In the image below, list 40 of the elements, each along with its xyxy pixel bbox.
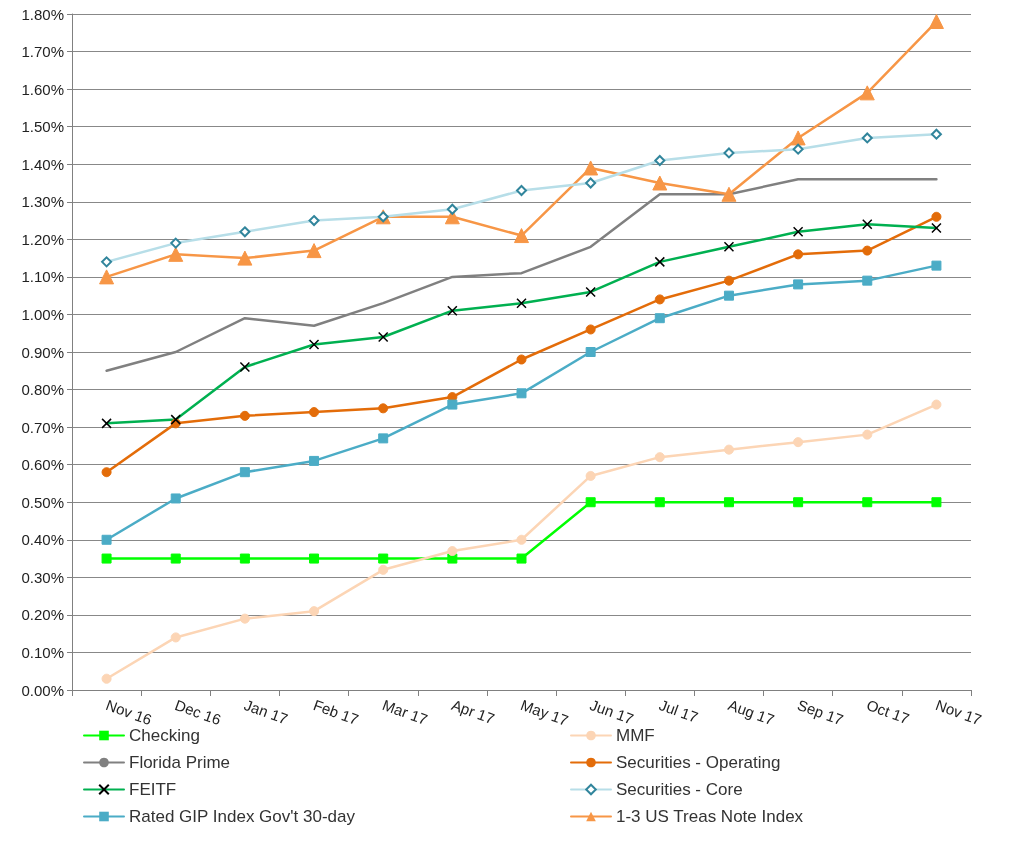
y-tick-label: 0.80% [21, 381, 64, 399]
x-tick-label: Nov 17 [933, 696, 984, 729]
y-tick-label: 0.50% [21, 493, 64, 511]
x-tick-label: Jun 17 [587, 696, 636, 728]
legend-label: Rated GIP Index Gov't 30-day [129, 807, 356, 826]
y-tick-label: 1.70% [21, 43, 64, 61]
y-tick-label: 0.10% [21, 643, 64, 661]
y-tick-label: 0.30% [21, 568, 64, 586]
legend-label: MMF [616, 726, 655, 745]
x-tick-label: Dec 16 [172, 696, 224, 729]
x-tick-label: May 17 [518, 696, 571, 729]
x-tick-label: Apr 17 [449, 696, 497, 728]
legend-label: Florida Prime [129, 753, 231, 772]
y-tick-label: 1.50% [21, 118, 64, 136]
legend-label: 1-3 US Treas Note Index [616, 807, 804, 826]
x-tick-label: Feb 17 [311, 696, 361, 728]
x-tick-label: Sep 17 [795, 696, 846, 729]
y-tick-label: 0.20% [21, 606, 64, 624]
legend-label: FEITF [129, 780, 177, 799]
y-tick-label: 0.40% [21, 531, 64, 549]
y-tick-label: 0.70% [21, 418, 64, 436]
y-tick-label: 1.20% [21, 230, 64, 248]
y-tick-label: 1.30% [21, 193, 64, 211]
y-tick-label: 1.80% [21, 5, 64, 23]
legend-label: Securities - Core [616, 780, 743, 799]
legend-label: Checking [129, 726, 200, 745]
y-tick-label: 0.60% [21, 456, 64, 474]
x-tick-label: Aug 17 [726, 696, 777, 729]
x-tick-label: Oct 17 [864, 696, 912, 728]
y-tick-label: 1.00% [21, 305, 64, 323]
legend-label: Securities - Operating [616, 753, 781, 772]
y-tick-label: 1.40% [21, 155, 64, 173]
y-tick-label: 0.00% [21, 681, 64, 699]
x-tick-label: Jul 17 [656, 696, 701, 726]
x-tick-label: Mar 17 [380, 696, 430, 728]
x-tick-label: Jan 17 [241, 696, 291, 728]
y-tick-label: 0.90% [21, 343, 64, 361]
y-tick-label: 1.10% [21, 268, 64, 286]
x-tick-label: Nov 16 [103, 696, 155, 729]
y-tick-label: 1.60% [21, 80, 64, 98]
